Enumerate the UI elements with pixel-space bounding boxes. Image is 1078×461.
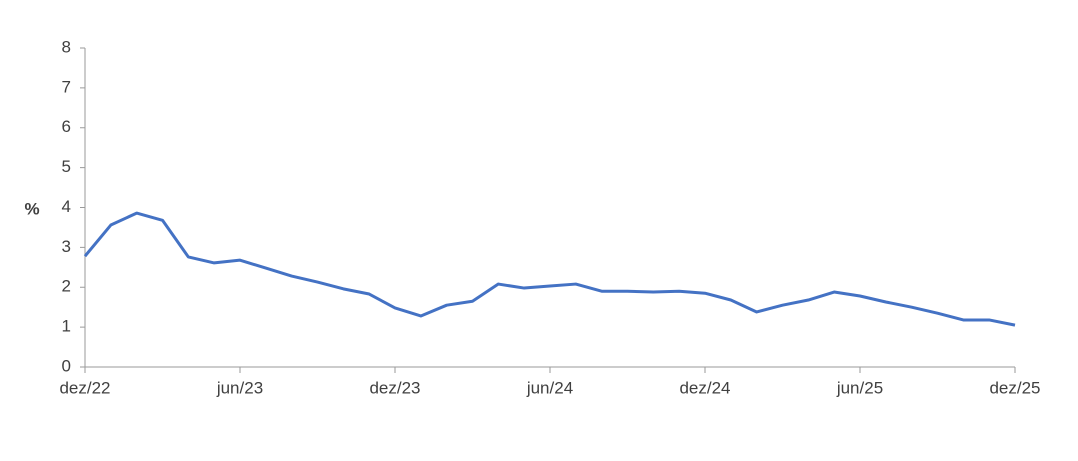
line	[83, 211, 1016, 327]
y-tick-label: 3	[62, 237, 71, 256]
x-tick-label: jun/24	[526, 378, 573, 397]
x-tick-label: dez/25	[989, 378, 1040, 397]
y-axis-label: %	[24, 199, 39, 218]
y-tick-label: 4	[62, 197, 71, 216]
y-tick-label: 5	[62, 157, 71, 176]
x-tick-label: dez/22	[59, 378, 110, 397]
y-tick-label: 8	[62, 37, 71, 56]
y-tick-label: 0	[62, 356, 71, 375]
x-tick-label: dez/24	[679, 378, 730, 397]
x-tick-label: jun/25	[836, 378, 883, 397]
y-tick-label: 7	[62, 77, 71, 96]
x-tick-label: dez/23	[369, 378, 420, 397]
y-tick-label: 2	[62, 277, 71, 296]
y-tick-label: 6	[62, 117, 71, 136]
x-tick-label: jun/23	[216, 378, 263, 397]
y-tick-label: 1	[62, 317, 71, 336]
